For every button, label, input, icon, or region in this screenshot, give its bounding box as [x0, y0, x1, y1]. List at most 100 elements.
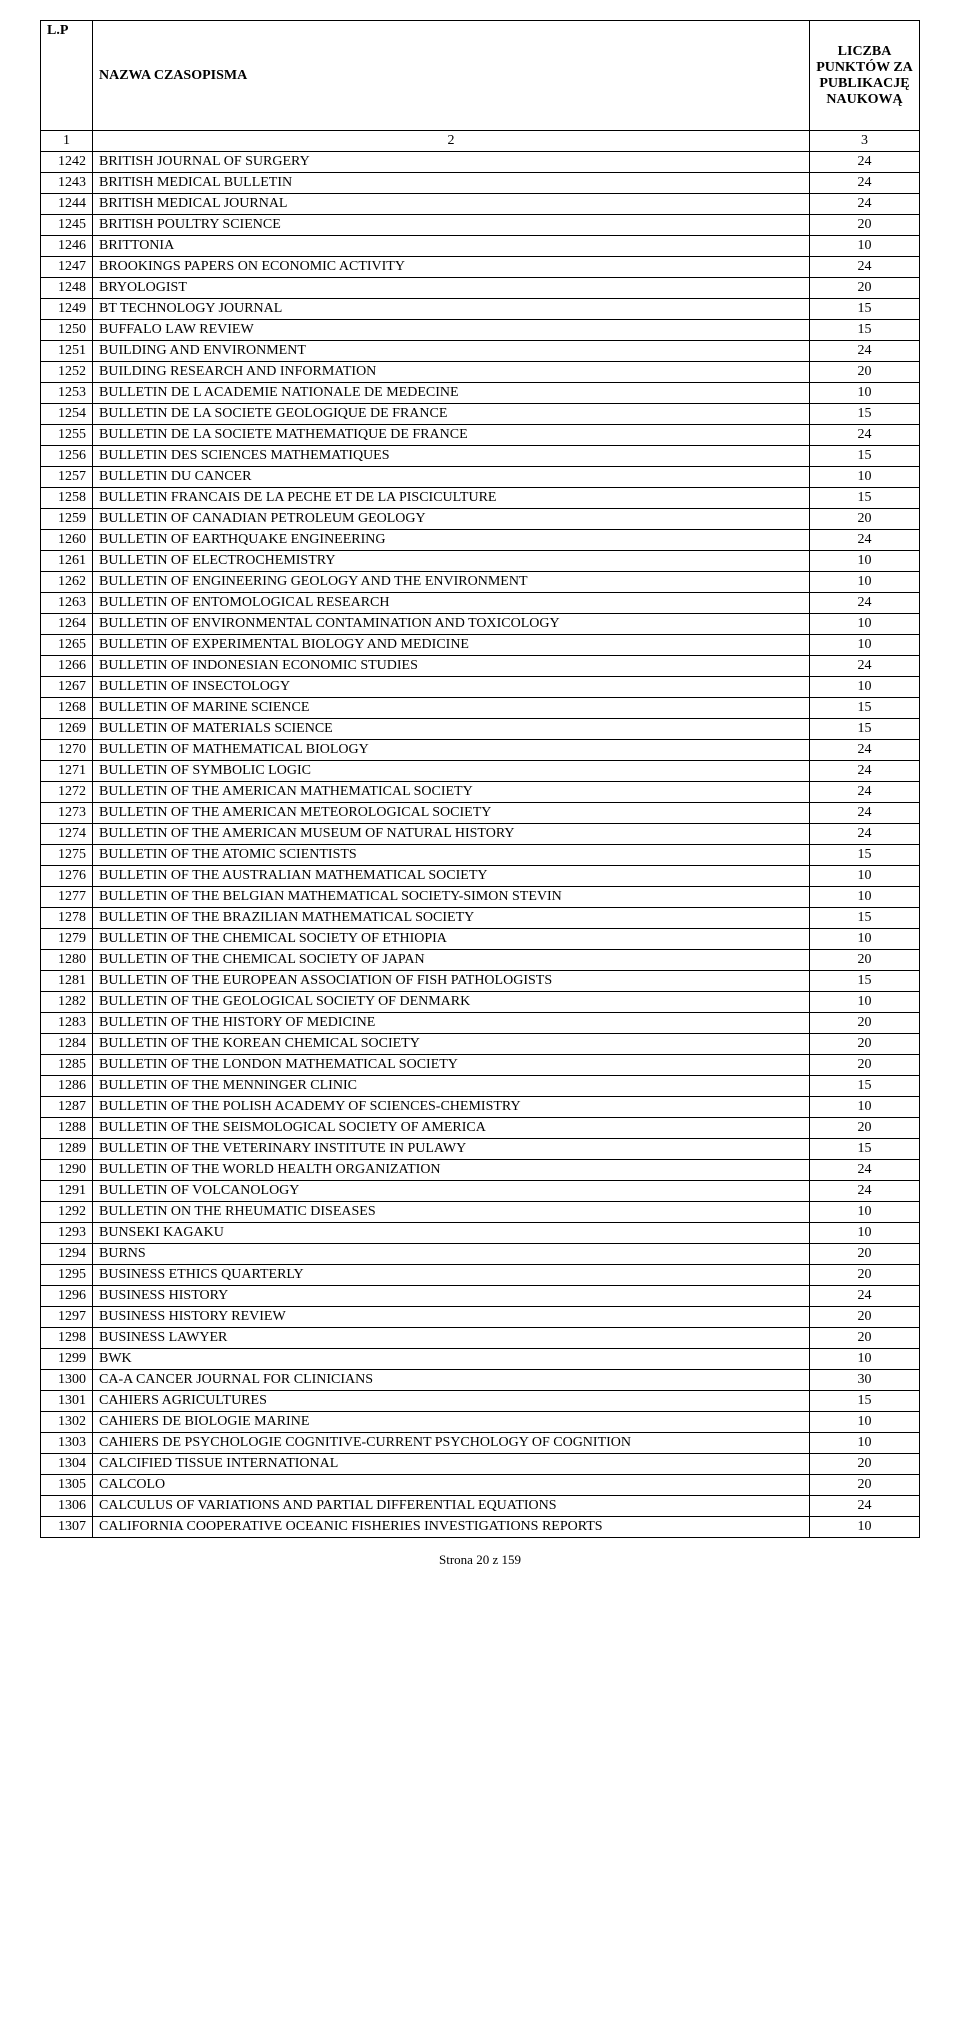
row-lp: 1301 [41, 1391, 93, 1412]
table-row: 1271BULLETIN OF SYMBOLIC LOGIC24 [41, 761, 920, 782]
row-lp: 1267 [41, 677, 93, 698]
row-lp: 1265 [41, 635, 93, 656]
table-row: 1297BUSINESS HISTORY REVIEW20 [41, 1307, 920, 1328]
row-title: BULLETIN OF THE BRAZILIAN MATHEMATICAL S… [93, 908, 810, 929]
table-row: 1282BULLETIN OF THE GEOLOGICAL SOCIETY O… [41, 992, 920, 1013]
row-lp: 1300 [41, 1370, 93, 1391]
table-row: 1298BUSINESS LAWYER20 [41, 1328, 920, 1349]
row-lp: 1249 [41, 299, 93, 320]
row-points: 10 [810, 1097, 920, 1118]
row-lp: 1295 [41, 1265, 93, 1286]
table-row: 1295BUSINESS ETHICS QUARTERLY20 [41, 1265, 920, 1286]
row-points: 20 [810, 1013, 920, 1034]
table-row: 1253BULLETIN DE L ACADEMIE NATIONALE DE … [41, 383, 920, 404]
row-title: BULLETIN OF EARTHQUAKE ENGINEERING [93, 530, 810, 551]
row-points: 15 [810, 698, 920, 719]
row-title: BULLETIN OF ENTOMOLOGICAL RESEARCH [93, 593, 810, 614]
row-title: BULLETIN OF THE VETERINARY INSTITUTE IN … [93, 1139, 810, 1160]
header-title: NAZWA CZASOPISMA [93, 21, 810, 131]
row-title: BUFFALO LAW REVIEW [93, 320, 810, 341]
table-row: 1270BULLETIN OF MATHEMATICAL BIOLOGY24 [41, 740, 920, 761]
row-lp: 1274 [41, 824, 93, 845]
row-title: BT TECHNOLOGY JOURNAL [93, 299, 810, 320]
journal-table: L.P NAZWA CZASOPISMA LICZBA PUNKTÓW ZA P… [40, 20, 920, 1538]
row-lp: 1299 [41, 1349, 93, 1370]
row-title: CAHIERS DE BIOLOGIE MARINE [93, 1412, 810, 1433]
row-points: 24 [810, 803, 920, 824]
row-lp: 1252 [41, 362, 93, 383]
row-points: 10 [810, 1223, 920, 1244]
row-lp: 1263 [41, 593, 93, 614]
row-lp: 1271 [41, 761, 93, 782]
row-title: BRITISH MEDICAL JOURNAL [93, 194, 810, 215]
table-row: 1256BULLETIN DES SCIENCES MATHEMATIQUES1… [41, 446, 920, 467]
row-title: BULLETIN DE LA SOCIETE MATHEMATIQUE DE F… [93, 425, 810, 446]
row-title: BROOKINGS PAPERS ON ECONOMIC ACTIVITY [93, 257, 810, 278]
row-lp: 1262 [41, 572, 93, 593]
row-lp: 1304 [41, 1454, 93, 1475]
table-row: 1251BUILDING AND ENVIRONMENT24 [41, 341, 920, 362]
row-title: BULLETIN DE L ACADEMIE NATIONALE DE MEDE… [93, 383, 810, 404]
row-lp: 1286 [41, 1076, 93, 1097]
row-title: BUILDING AND ENVIRONMENT [93, 341, 810, 362]
row-title: BULLETIN OF THE AMERICAN MATHEMATICAL SO… [93, 782, 810, 803]
row-points: 10 [810, 992, 920, 1013]
row-points: 24 [810, 341, 920, 362]
row-lp: 1282 [41, 992, 93, 1013]
row-lp: 1257 [41, 467, 93, 488]
header-row: L.P NAZWA CZASOPISMA LICZBA PUNKTÓW ZA P… [41, 21, 920, 131]
row-title: BUSINESS HISTORY REVIEW [93, 1307, 810, 1328]
row-points: 10 [810, 1412, 920, 1433]
table-row: 1286BULLETIN OF THE MENNINGER CLINIC15 [41, 1076, 920, 1097]
row-title: CALIFORNIA COOPERATIVE OCEANIC FISHERIES… [93, 1517, 810, 1538]
row-title: BULLETIN OF THE CHEMICAL SOCIETY OF ETHI… [93, 929, 810, 950]
table-row: 1252BUILDING RESEARCH AND INFORMATION20 [41, 362, 920, 383]
row-lp: 1253 [41, 383, 93, 404]
row-lp: 1305 [41, 1475, 93, 1496]
row-points: 20 [810, 1307, 920, 1328]
row-points: 15 [810, 971, 920, 992]
row-lp: 1285 [41, 1055, 93, 1076]
row-lp: 1264 [41, 614, 93, 635]
row-points: 20 [810, 362, 920, 383]
row-lp: 1307 [41, 1517, 93, 1538]
row-points: 10 [810, 1517, 920, 1538]
row-title: CA-A CANCER JOURNAL FOR CLINICIANS [93, 1370, 810, 1391]
row-points: 15 [810, 908, 920, 929]
row-points: 10 [810, 1433, 920, 1454]
table-row: 1245BRITISH POULTRY SCIENCE20 [41, 215, 920, 236]
row-lp: 1303 [41, 1433, 93, 1454]
table-row: 1268BULLETIN OF MARINE SCIENCE15 [41, 698, 920, 719]
table-row: 1250BUFFALO LAW REVIEW15 [41, 320, 920, 341]
row-points: 24 [810, 1286, 920, 1307]
row-lp: 1246 [41, 236, 93, 257]
table-row: 1263BULLETIN OF ENTOMOLOGICAL RESEARCH24 [41, 593, 920, 614]
row-lp: 1254 [41, 404, 93, 425]
row-points: 10 [810, 635, 920, 656]
col-num-3: 3 [810, 131, 920, 152]
row-points: 24 [810, 152, 920, 173]
row-points: 15 [810, 320, 920, 341]
row-title: CAHIERS AGRICULTURES [93, 1391, 810, 1412]
row-points: 15 [810, 1391, 920, 1412]
row-points: 10 [810, 1202, 920, 1223]
row-lp: 1260 [41, 530, 93, 551]
row-lp: 1273 [41, 803, 93, 824]
page-footer: Strona 20 z 159 [40, 1552, 920, 1568]
row-title: BULLETIN OF THE AMERICAN MUSEUM OF NATUR… [93, 824, 810, 845]
row-points: 24 [810, 824, 920, 845]
row-points: 24 [810, 1496, 920, 1517]
row-lp: 1276 [41, 866, 93, 887]
row-points: 24 [810, 1181, 920, 1202]
row-title: BUSINESS HISTORY [93, 1286, 810, 1307]
row-points: 15 [810, 404, 920, 425]
row-title: BRITISH JOURNAL OF SURGERY [93, 152, 810, 173]
row-title: BULLETIN OF CANADIAN PETROLEUM GEOLOGY [93, 509, 810, 530]
table-row: 1306CALCULUS OF VARIATIONS AND PARTIAL D… [41, 1496, 920, 1517]
row-title: BUILDING RESEARCH AND INFORMATION [93, 362, 810, 383]
row-points: 10 [810, 572, 920, 593]
row-points: 24 [810, 740, 920, 761]
header-lp: L.P [41, 21, 93, 131]
table-row: 1254BULLETIN DE LA SOCIETE GEOLOGIQUE DE… [41, 404, 920, 425]
row-title: BULLETIN OF THE GEOLOGICAL SOCIETY OF DE… [93, 992, 810, 1013]
